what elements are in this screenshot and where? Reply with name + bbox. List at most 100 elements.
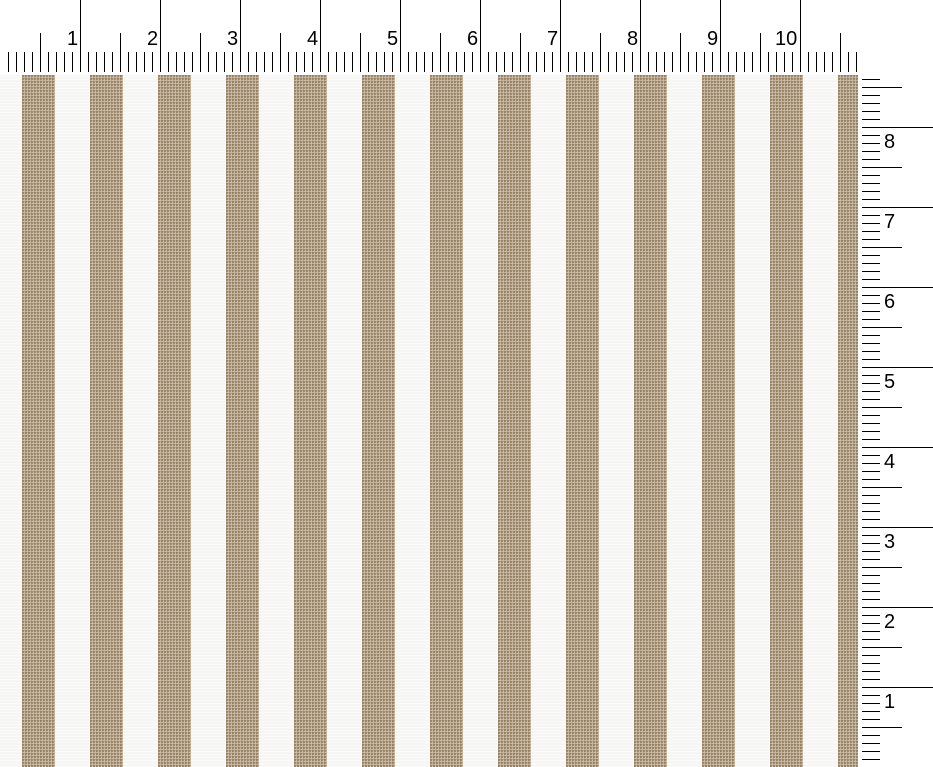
ruler-minor-tick — [862, 591, 880, 592]
ruler-minor-tick — [862, 383, 880, 384]
ruler-half-tick — [600, 33, 601, 72]
ruler-minor-tick — [376, 52, 377, 72]
ruler-minor-tick — [96, 52, 97, 72]
ruler-minor-tick — [862, 79, 880, 80]
ruler-minor-tick — [862, 439, 880, 440]
ruler-major-tick — [862, 367, 933, 368]
ruler-minor-tick — [862, 311, 880, 312]
ruler-minor-tick — [8, 52, 9, 72]
ruler-minor-tick — [862, 543, 880, 544]
ruler-minor-tick — [862, 143, 880, 144]
ruler-minor-tick — [616, 52, 617, 72]
ruler-minor-tick — [862, 663, 880, 664]
ruler-label: 5 — [884, 371, 896, 393]
ruler-minor-tick — [696, 52, 697, 72]
ruler-minor-tick — [648, 52, 649, 72]
ruler-minor-tick — [862, 695, 880, 696]
ruler-minor-tick — [862, 751, 880, 752]
ruler-minor-tick — [104, 52, 105, 72]
ruler-minor-tick — [248, 52, 249, 72]
ruler-minor-tick — [216, 52, 217, 72]
ruler-minor-tick — [672, 52, 673, 72]
ruler-half-tick — [862, 87, 902, 88]
ruler-major-tick — [640, 0, 641, 72]
ruler-major-tick — [862, 607, 933, 608]
ruler-minor-tick — [328, 52, 329, 72]
ruler-minor-tick — [862, 359, 880, 360]
ruler-minor-tick — [862, 151, 880, 152]
ruler-half-tick — [760, 33, 761, 72]
ruler-minor-tick — [862, 103, 880, 104]
ruler-minor-tick — [776, 52, 777, 72]
ruler-minor-tick — [704, 52, 705, 72]
ruler-minor-tick — [584, 52, 585, 72]
ruler-minor-tick — [464, 52, 465, 72]
ruler-label: 8 — [884, 131, 896, 153]
ruler-minor-tick — [112, 52, 113, 72]
ruler-minor-tick — [504, 52, 505, 72]
ruler-minor-tick — [304, 52, 305, 72]
ruler-minor-tick — [862, 639, 880, 640]
ruler-minor-tick — [152, 52, 153, 72]
ruler-minor-tick — [862, 495, 880, 496]
ruler-minor-tick — [862, 599, 880, 600]
ruler-half-tick — [40, 33, 41, 72]
ruler-label: 6 — [884, 291, 896, 313]
ruler-minor-tick — [862, 351, 880, 352]
ruler-minor-tick — [862, 239, 880, 240]
ruler-minor-tick — [272, 52, 273, 72]
ruler-minor-tick — [552, 52, 553, 72]
ruler-label: 7 — [884, 211, 896, 233]
fabric-stripe — [566, 75, 599, 767]
ruler-minor-tick — [408, 52, 409, 72]
ruler-minor-tick — [862, 111, 880, 112]
ruler-minor-tick — [536, 52, 537, 72]
ruler-minor-tick — [862, 711, 880, 712]
fabric-stripe — [294, 75, 327, 767]
fabric-stripe — [770, 75, 803, 767]
ruler-major-tick — [720, 0, 721, 72]
ruler-minor-tick — [862, 511, 880, 512]
ruler-minor-tick — [862, 583, 880, 584]
ruler-label: 10 — [775, 28, 798, 50]
ruler-minor-tick — [848, 52, 849, 72]
ruler-minor-tick — [432, 52, 433, 72]
ruler-minor-tick — [862, 215, 880, 216]
ruler-minor-tick — [824, 52, 825, 72]
ruler-minor-tick — [862, 479, 880, 480]
ruler-minor-tick — [808, 52, 809, 72]
ruler-label: 8 — [627, 28, 639, 50]
ruler-minor-tick — [752, 52, 753, 72]
fabric-stripe — [226, 75, 259, 767]
ruler-minor-tick — [862, 455, 880, 456]
ruler-minor-tick — [862, 735, 880, 736]
ruler-minor-tick — [862, 623, 880, 624]
ruler-minor-tick — [768, 52, 769, 72]
ruler-minor-tick — [184, 52, 185, 72]
ruler-minor-tick — [88, 52, 89, 72]
ruler-major-tick — [862, 687, 933, 688]
ruler-minor-tick — [784, 52, 785, 72]
ruler-minor-tick — [472, 52, 473, 72]
ruler-half-tick — [862, 487, 902, 488]
ruler-minor-tick — [862, 119, 880, 120]
ruler-minor-tick — [192, 52, 193, 72]
ruler-half-tick — [862, 247, 902, 248]
ruler-minor-tick — [296, 52, 297, 72]
ruler-minor-tick — [608, 52, 609, 72]
ruler-minor-tick — [792, 52, 793, 72]
ruler-half-tick — [440, 33, 441, 72]
ruler-minor-tick — [862, 343, 880, 344]
ruler-major-tick — [80, 0, 81, 72]
ruler-minor-tick — [816, 52, 817, 72]
ruler-minor-tick — [862, 559, 880, 560]
ruler-minor-tick — [312, 52, 313, 72]
fabric-stripe — [22, 75, 55, 767]
ruler-label: 3 — [227, 28, 239, 50]
ruler-label: 4 — [307, 28, 319, 50]
ruler-minor-tick — [336, 52, 337, 72]
ruler-major-tick — [800, 0, 801, 72]
ruler-minor-tick — [862, 159, 880, 160]
ruler-minor-tick — [48, 52, 49, 72]
ruler-minor-tick — [862, 743, 880, 744]
